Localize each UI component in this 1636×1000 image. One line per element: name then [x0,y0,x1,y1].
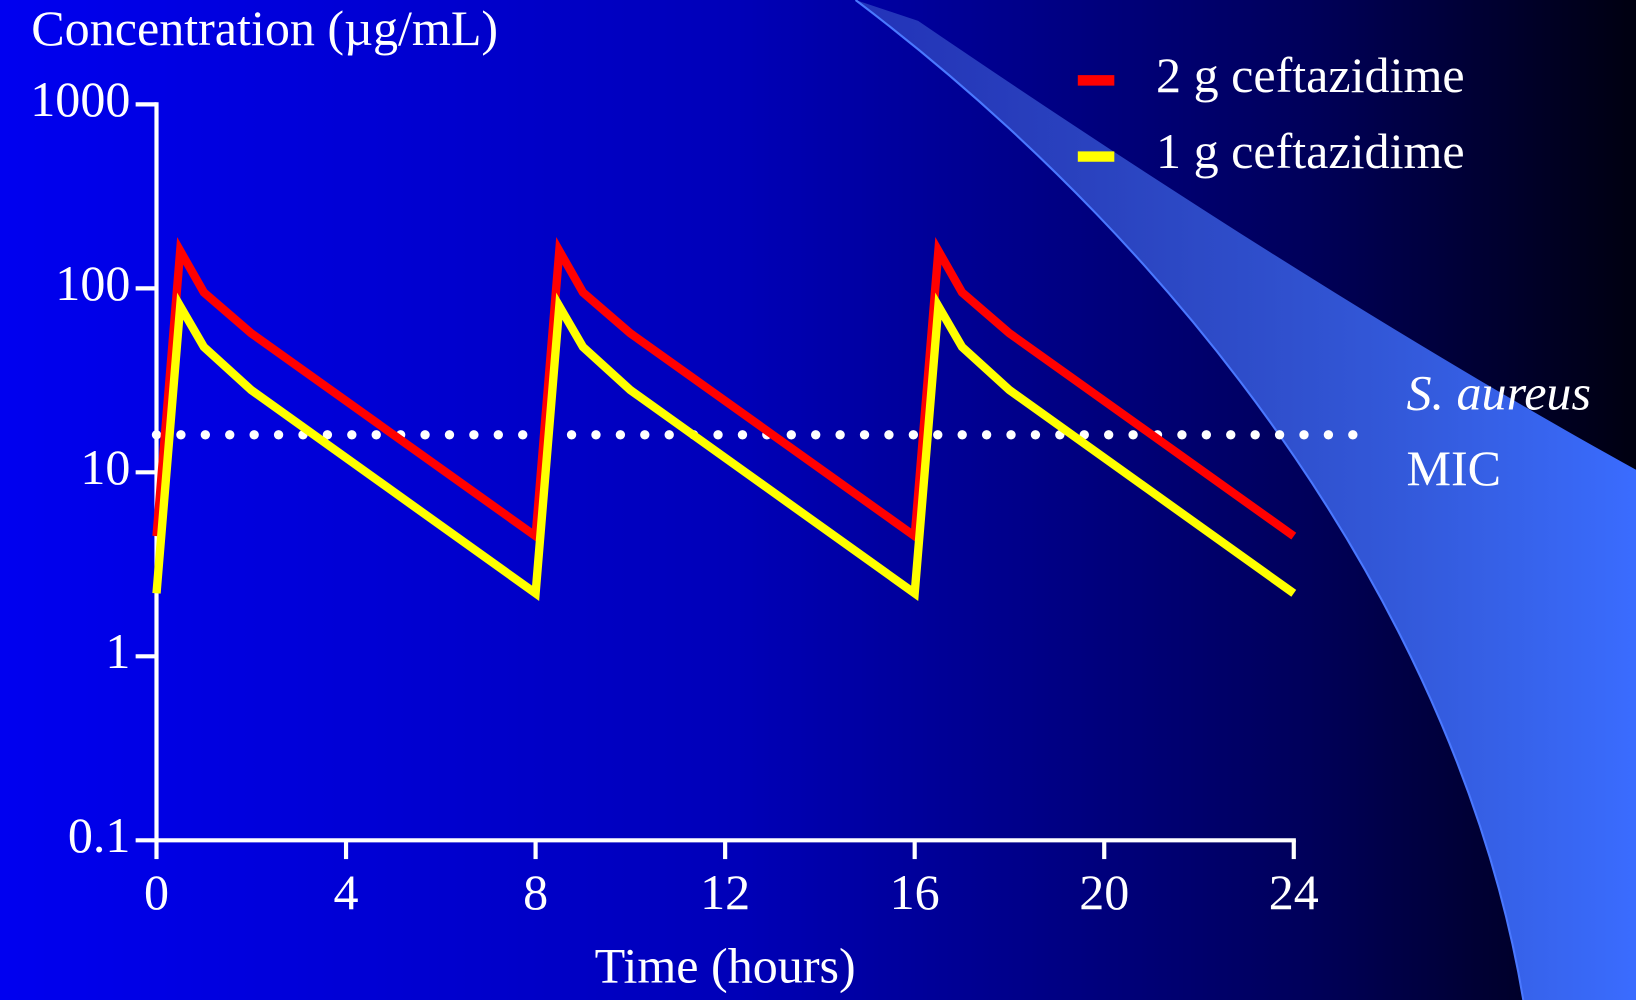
decorative-curve [854,0,1525,1000]
series-line [152,292,1297,601]
x-tick-label: 12 [700,864,750,920]
x-tick-label: 16 [890,864,940,920]
y-tick-label: 1 [105,623,130,679]
x-tick-label: 8 [523,864,548,920]
reference-label: MIC [1406,440,1501,496]
x-tick-label: 0 [144,864,169,920]
x-tick-label: 24 [1269,864,1319,920]
chart-title: Concentration (µg/mL) [31,0,498,56]
y-tick-label: 100 [55,255,130,311]
y-tick-label: 1000 [30,71,130,127]
y-tick-label: 10 [80,439,130,495]
reference-label: S. aureus [1406,365,1591,421]
x-tick-label: 20 [1079,864,1129,920]
legend-label: 2 g ceftazidime [1156,47,1465,103]
x-axis-label: Time (hours) [595,937,856,993]
legend-label: 1 g ceftazidime [1156,123,1465,179]
decorative-swoosh [855,0,1636,1000]
y-tick-label: 0.1 [68,807,131,863]
series-line [152,237,1297,544]
x-tick-label: 4 [334,864,359,920]
